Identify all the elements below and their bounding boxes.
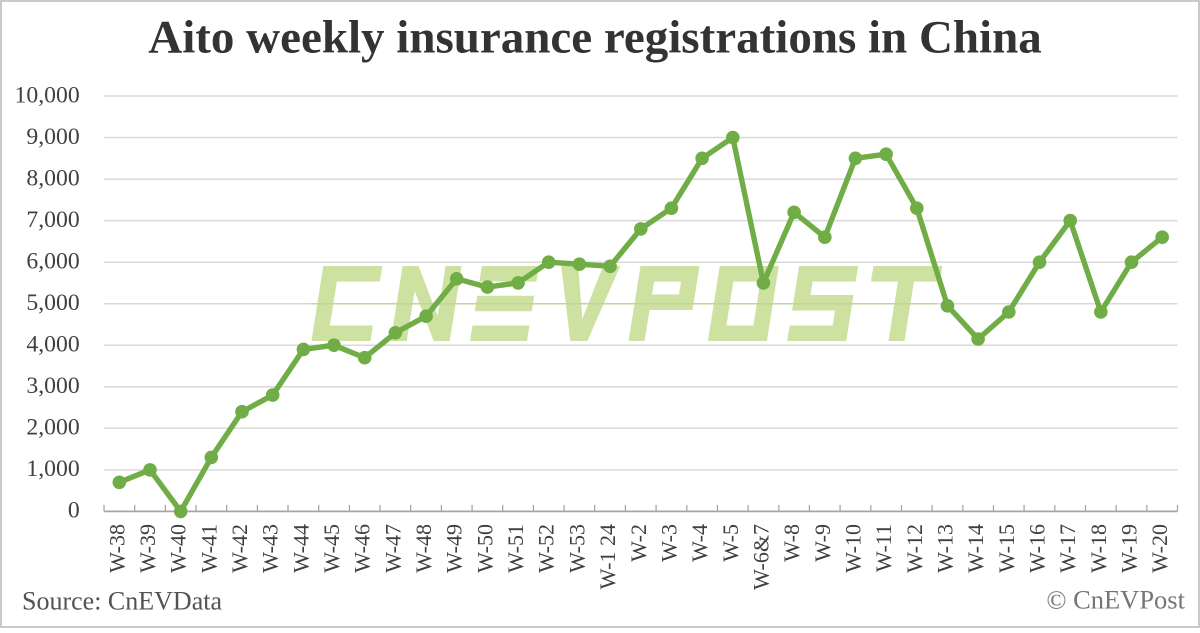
svg-text:W-1 24: W-1 24 [595,524,620,589]
svg-text:W-16: W-16 [1025,524,1050,573]
svg-text:W-19: W-19 [1117,524,1142,573]
svg-text:5,000: 5,000 [26,290,79,316]
svg-text:W-11: W-11 [871,524,896,572]
svg-text:Source: CnEVData: Source: CnEVData [22,587,222,616]
svg-text:Aito weekly insurance registra: Aito weekly insurance registrations in C… [148,12,1041,64]
svg-text:0: 0 [68,498,80,524]
svg-text:W-8: W-8 [779,524,804,562]
svg-text:W-52: W-52 [534,524,559,573]
svg-text:W-12: W-12 [902,524,927,573]
svg-text:W-6&7: W-6&7 [748,524,773,590]
svg-text:4,000: 4,000 [26,332,79,358]
svg-text:W-18: W-18 [1086,524,1111,573]
svg-text:W-38: W-38 [104,524,129,573]
svg-text:3,000: 3,000 [26,373,79,399]
svg-text:W-44: W-44 [288,524,313,573]
svg-text:W-2: W-2 [626,524,651,562]
svg-text:W-53: W-53 [564,524,589,573]
svg-text:W-5: W-5 [718,524,743,562]
svg-text:W-45: W-45 [319,524,344,573]
svg-text:W-13: W-13 [933,524,958,573]
svg-text:2,000: 2,000 [26,415,79,441]
svg-text:W-42: W-42 [227,524,252,573]
svg-text:10,000: 10,000 [15,82,80,108]
svg-text:W-47: W-47 [380,524,405,573]
svg-text:W-10: W-10 [840,524,865,573]
svg-text:W-15: W-15 [994,524,1019,573]
svg-text:W-40: W-40 [166,524,191,573]
svg-text:8,000: 8,000 [26,165,79,191]
svg-text:9,000: 9,000 [26,124,79,150]
svg-text:W-41: W-41 [196,524,221,573]
svg-text:7,000: 7,000 [26,207,79,233]
svg-text:W-4: W-4 [687,524,712,562]
svg-text:W-49: W-49 [442,524,467,573]
svg-text:1,000: 1,000 [26,456,79,482]
svg-text:W-51: W-51 [503,524,528,573]
svg-text:W-14: W-14 [963,524,988,573]
svg-text:W-46: W-46 [350,524,375,573]
svg-text:© CnEVPost: © CnEVPost [1046,585,1185,615]
svg-text:W-9: W-9 [810,524,835,562]
svg-text:W-17: W-17 [1055,524,1080,573]
svg-text:6,000: 6,000 [26,249,79,275]
svg-text:W-50: W-50 [472,524,497,573]
svg-text:W-20: W-20 [1147,524,1172,573]
svg-text:W-39: W-39 [135,524,160,573]
svg-text:W-43: W-43 [258,524,283,573]
svg-text:W-3: W-3 [656,524,681,562]
svg-text:W-48: W-48 [411,524,436,573]
